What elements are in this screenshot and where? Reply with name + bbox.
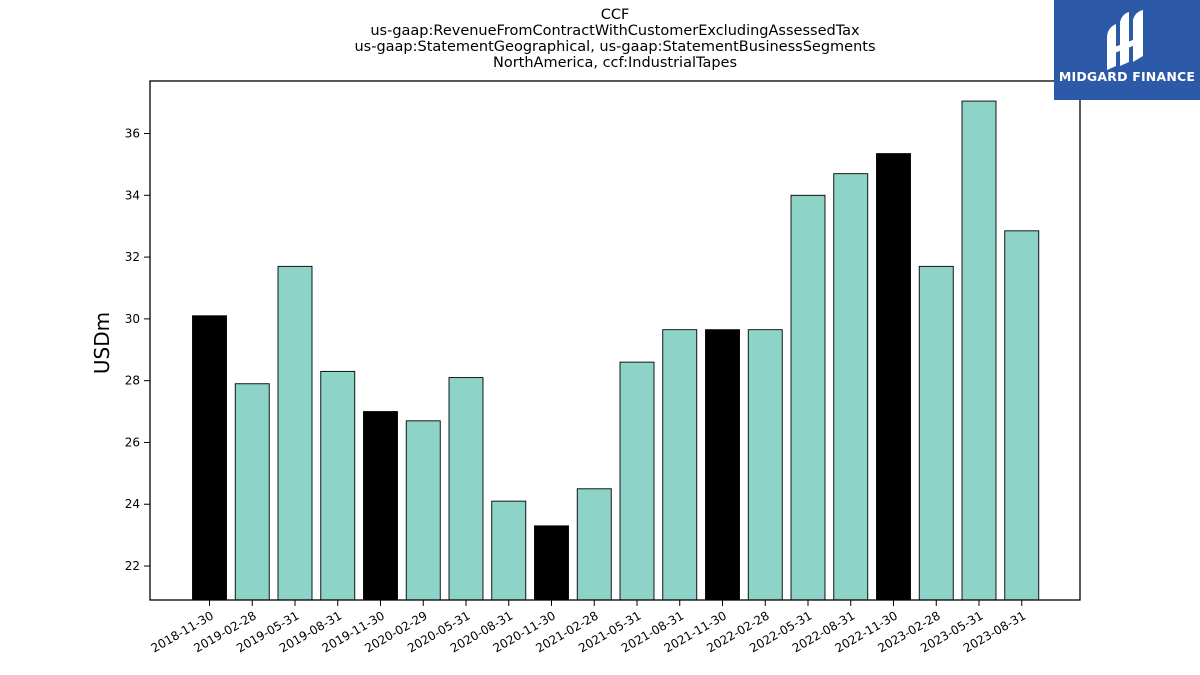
bar (363, 411, 398, 601)
bar (234, 383, 270, 601)
y-tick-label: 32 (125, 250, 140, 264)
chart-title-line: us-gaap:StatementGeographical, us-gaap:S… (354, 39, 876, 55)
bar (192, 315, 227, 601)
y-tick-label: 34 (125, 188, 140, 202)
y-axis: 22 24 26 28 30 32 34 36 (125, 127, 150, 573)
bar (833, 173, 869, 601)
bar (448, 377, 484, 601)
midgard-finance-logo: MIDGARD FINANCE (1054, 0, 1200, 100)
mf-monogram-icon (1107, 10, 1143, 70)
x-axis: 2018-11-302019-02-282019-05-312019-08-31… (149, 600, 1028, 655)
chart-title-line: us-gaap:RevenueFromContractWithCustomerE… (370, 23, 860, 39)
y-tick-label: 26 (125, 435, 140, 449)
bars-group (192, 100, 1040, 601)
bar (790, 194, 826, 601)
bar (1004, 230, 1040, 601)
bar (918, 265, 954, 601)
plot-frame (149, 80, 1081, 601)
y-tick-label: 22 (125, 559, 140, 573)
bar (277, 265, 313, 601)
chart-title-line: NorthAmerica, ccf:IndustrialTapes (492, 55, 738, 71)
bar (876, 153, 911, 601)
logo-text: MIDGARD FINANCE (1058, 69, 1196, 84)
bar (705, 329, 740, 601)
y-tick-label: 24 (125, 497, 140, 511)
y-tick-label: 30 (125, 312, 140, 326)
bar (961, 100, 997, 601)
chart-title-line: CCF (600, 7, 630, 23)
bar (576, 488, 612, 601)
y-axis-label: USDm (90, 312, 114, 374)
bar (619, 361, 655, 601)
bar (534, 525, 569, 601)
bar (747, 329, 783, 601)
bar (320, 370, 356, 601)
y-tick-label: 36 (125, 127, 140, 141)
bar (662, 329, 698, 601)
bar (405, 420, 441, 601)
y-tick-label: 28 (125, 374, 140, 388)
bar (491, 500, 527, 601)
chart-title: CCF us-gaap:RevenueFromContractWithCusto… (150, 7, 1080, 71)
